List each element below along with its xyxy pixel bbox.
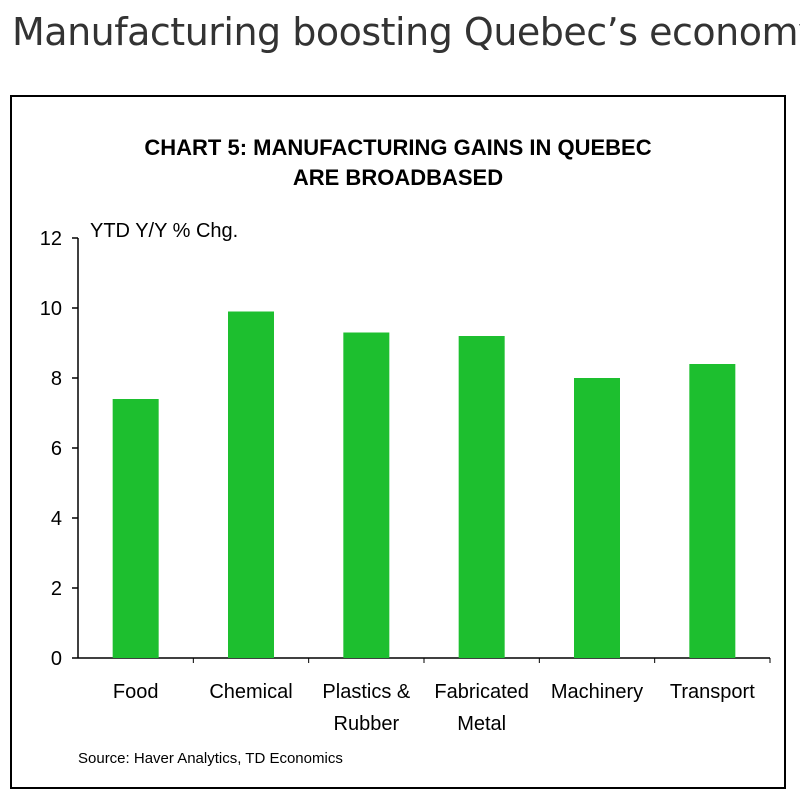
x-tick-label: Machinery: [551, 681, 643, 703]
x-tick-label: Metal: [457, 713, 506, 735]
y-tick-label: 0: [51, 648, 62, 670]
axes: 0 2 4 6 8 10 12: [40, 228, 771, 670]
chart-frame: CHART 5: MANUFACTURING GAINS IN QUEBEC A…: [10, 95, 786, 789]
y-tick-label: 4: [51, 508, 62, 530]
x-tick-label: Rubber: [334, 713, 400, 735]
bar: [458, 336, 505, 658]
chart-title-line-1: CHART 5: MANUFACTURING GAINS IN QUEBEC: [144, 135, 651, 160]
x-tick-label: Food: [113, 681, 159, 703]
bar: [343, 332, 390, 658]
y-tick-label: 8: [51, 368, 62, 390]
x-tick-label: Transport: [670, 681, 755, 703]
bar: [689, 364, 736, 658]
chart-title-line-2: ARE BROADBASED: [293, 165, 503, 190]
bar-chart: CHART 5: MANUFACTURING GAINS IN QUEBEC A…: [40, 135, 771, 767]
y-tick-label: 2: [51, 578, 62, 600]
x-tick-labels: Food Chemical Plastics & Rubber Fabricated Me…: [113, 681, 755, 735]
chart-source: Source: Haver Analytics, TD Economics: [78, 750, 343, 767]
bar: [112, 399, 159, 658]
y-tick-label: 12: [40, 228, 62, 250]
y-tick-label: 10: [40, 298, 62, 320]
bars: [112, 311, 736, 658]
bar: [228, 311, 274, 658]
x-tick-label: Fabricated: [434, 681, 529, 703]
x-tick-label: Chemical: [209, 681, 292, 703]
page-title: Manufacturing boosting Quebec’s economy: [12, 10, 800, 54]
x-tick-label: Plastics &: [322, 681, 410, 703]
y-tick-label: 6: [51, 438, 62, 460]
bar: [574, 378, 620, 658]
y-axis-label: YTD Y/Y % Chg.: [90, 220, 238, 242]
